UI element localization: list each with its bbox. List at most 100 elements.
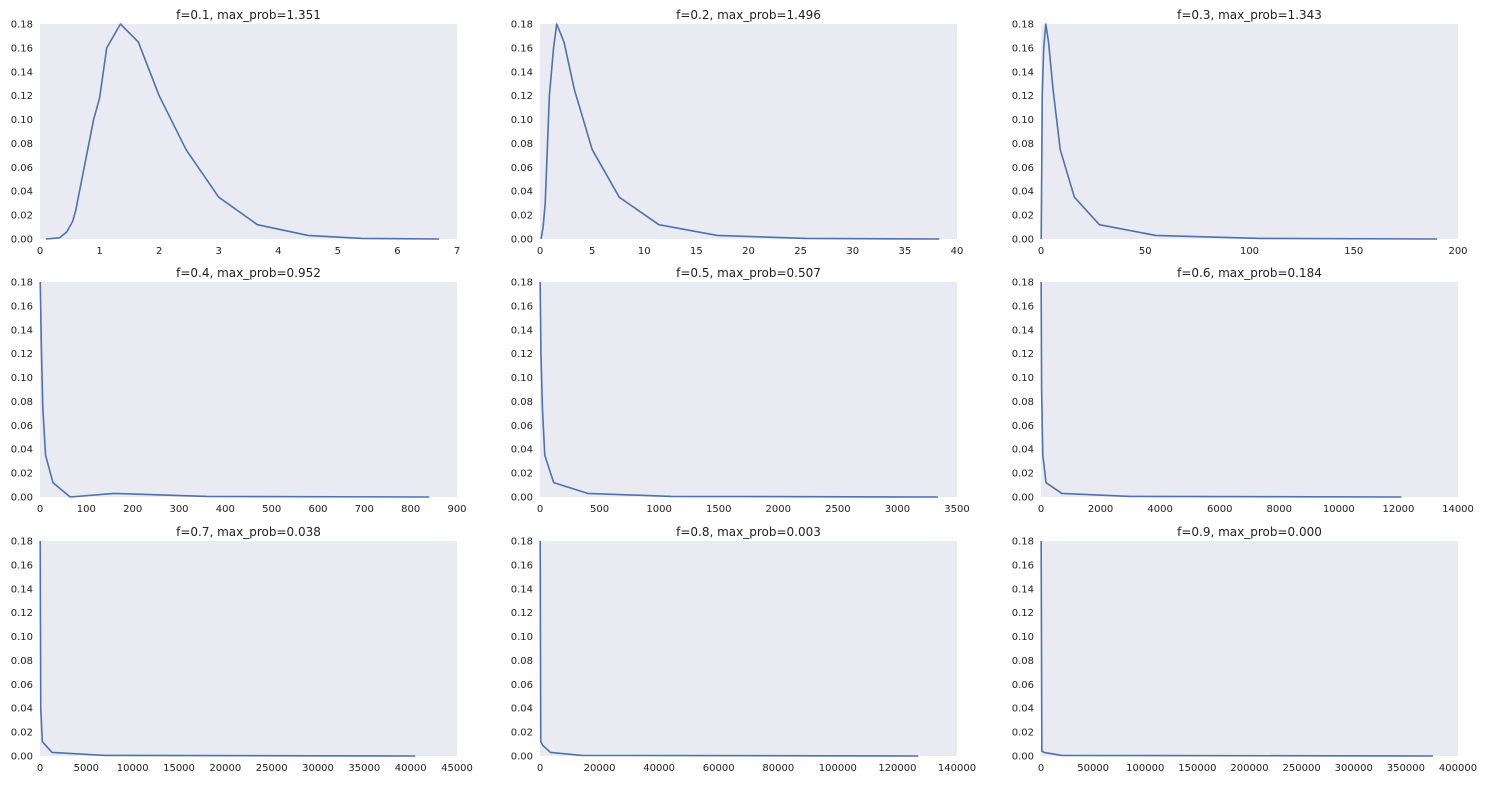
y-tick-label: 0.02: [1012, 211, 1034, 222]
x-tick-label: 300000: [1335, 763, 1373, 774]
y-tick-label: 0.16: [1012, 43, 1034, 54]
y-tick-label: 0.06: [1012, 421, 1034, 432]
x-tick-label: 50: [1139, 246, 1152, 257]
x-tick-label: 20: [742, 246, 755, 257]
y-tick-label: 0.10: [511, 632, 533, 643]
x-tick-label: 6: [394, 246, 400, 257]
y-tick-label: 0.04: [1012, 445, 1034, 456]
y-tick-label: 0.12: [511, 91, 533, 102]
y-tick-label: 0.16: [11, 301, 33, 312]
x-tick-label: 20000: [209, 763, 241, 774]
y-tick-label: 0.18: [1012, 278, 1034, 289]
x-tick-label: 14000: [1442, 504, 1474, 515]
y-tick-label: 0.08: [1012, 139, 1034, 150]
subplot-9: f=0.9, max_prob=0.000 0.00 0.02 0.04 0.06 0.0…: [1012, 525, 1477, 774]
x-tick-label: 25: [794, 246, 807, 257]
y-tick-label: 0.18: [511, 537, 533, 548]
x-tick-label: 900: [447, 504, 466, 515]
subplot-title: f=0.3, max_prob=1.343: [1177, 8, 1322, 22]
subplot-title: f=0.4, max_prob=0.952: [176, 266, 321, 280]
y-tick-label: 0.14: [1012, 67, 1034, 78]
series-line: [39, 540, 416, 757]
y-tick-label: 0.04: [11, 187, 33, 198]
x-tick-label: 3000: [885, 504, 910, 515]
y-tick-label: 0.12: [511, 608, 533, 619]
x-tick-label: 700: [355, 504, 374, 515]
x-tick-label: 0: [1038, 246, 1044, 257]
x-tick-label: 5: [589, 246, 595, 257]
series-line: [1040, 281, 1402, 498]
series-line: [45, 23, 440, 240]
series-line: [539, 281, 938, 498]
x-tick-label: 12000: [1383, 504, 1415, 515]
series-line: [539, 540, 919, 757]
x-tick-label: 0: [537, 504, 543, 515]
y-tick-label: 0.02: [511, 469, 533, 480]
x-tick-label: 25000: [256, 763, 288, 774]
x-tick-label: 300: [169, 504, 188, 515]
y-tick-label: 0.16: [11, 43, 33, 54]
y-tick-label: 0.18: [1012, 537, 1034, 548]
plot-area: [40, 282, 457, 497]
y-tick-label: 0.08: [11, 397, 33, 408]
x-tick-label: 100000: [1126, 763, 1164, 774]
y-tick-label: 0.00: [511, 235, 533, 246]
x-tick-label: 3500: [944, 504, 969, 515]
plot-area: [1041, 541, 1458, 756]
x-tick-label: 1000: [646, 504, 671, 515]
x-tick-label: 2000: [1088, 504, 1113, 515]
y-tick-label: 0.00: [11, 235, 33, 246]
x-tick-label: 2000: [766, 504, 791, 515]
subplot-8: f=0.8, max_prob=0.003 0.00 0.02 0.04 0.06 0.0…: [511, 525, 976, 774]
y-tick-label: 0.18: [1012, 20, 1034, 31]
x-tick-label: 7: [454, 246, 460, 257]
x-tick-label: 15000: [163, 763, 195, 774]
plot-area: [540, 24, 957, 239]
y-tick-label: 0.06: [11, 680, 33, 691]
subplot-3: f=0.3, max_prob=1.343 0.00 0.02 0.04 0.06 0.0…: [1012, 8, 1468, 257]
y-tick-label: 0.18: [11, 20, 33, 31]
y-tick-label: 0.04: [1012, 187, 1034, 198]
series-line: [1040, 540, 1433, 757]
y-tick-label: 0.00: [511, 493, 533, 504]
x-tick-label: 40: [951, 246, 964, 257]
y-tick-label: 0.10: [511, 115, 533, 126]
y-tick-label: 0.14: [511, 584, 533, 595]
x-tick-label: 2500: [825, 504, 850, 515]
y-tick-label: 0.10: [11, 373, 33, 384]
x-tick-label: 250000: [1283, 763, 1321, 774]
x-tick-label: 1500: [706, 504, 731, 515]
x-tick-label: 10000: [1323, 504, 1355, 515]
x-tick-label: 0: [37, 504, 43, 515]
x-tick-label: 800: [401, 504, 420, 515]
y-tick-label: 0.14: [11, 584, 33, 595]
y-tick-label: 0.12: [1012, 91, 1034, 102]
y-tick-label: 0.10: [1012, 632, 1034, 643]
y-tick-label: 0.16: [511, 301, 533, 312]
subplot-7: f=0.7, max_prob=0.038 0.00 0.02 0.04 0.06 0.0…: [11, 525, 473, 774]
x-tick-label: 0: [537, 246, 543, 257]
x-tick-label: 4: [275, 246, 281, 257]
y-tick-label: 0.04: [11, 445, 33, 456]
y-tick-label: 0.08: [1012, 656, 1034, 667]
y-tick-label: 0.02: [511, 211, 533, 222]
x-tick-label: 5000: [74, 763, 99, 774]
x-tick-label: 100: [1240, 246, 1259, 257]
x-tick-label: 500: [590, 504, 609, 515]
x-tick-label: 35000: [348, 763, 380, 774]
x-tick-label: 3: [216, 246, 222, 257]
subplot-title: f=0.8, max_prob=0.003: [676, 525, 821, 539]
x-tick-label: 35: [899, 246, 912, 257]
subplot-4: f=0.4, max_prob=0.952 0.00 0.02 0.04 0.06 0.0…: [11, 266, 467, 515]
x-tick-label: 5: [335, 246, 341, 257]
y-tick-label: 0.18: [11, 278, 33, 289]
y-tick-label: 0.06: [511, 421, 533, 432]
y-tick-label: 0.00: [1012, 752, 1034, 763]
plot-area: [540, 282, 957, 497]
x-tick-label: 400000: [1439, 763, 1477, 774]
x-tick-label: 8000: [1267, 504, 1292, 515]
x-tick-label: 0: [1038, 763, 1044, 774]
x-tick-label: 45000: [441, 763, 473, 774]
y-tick-label: 0.12: [11, 349, 33, 360]
